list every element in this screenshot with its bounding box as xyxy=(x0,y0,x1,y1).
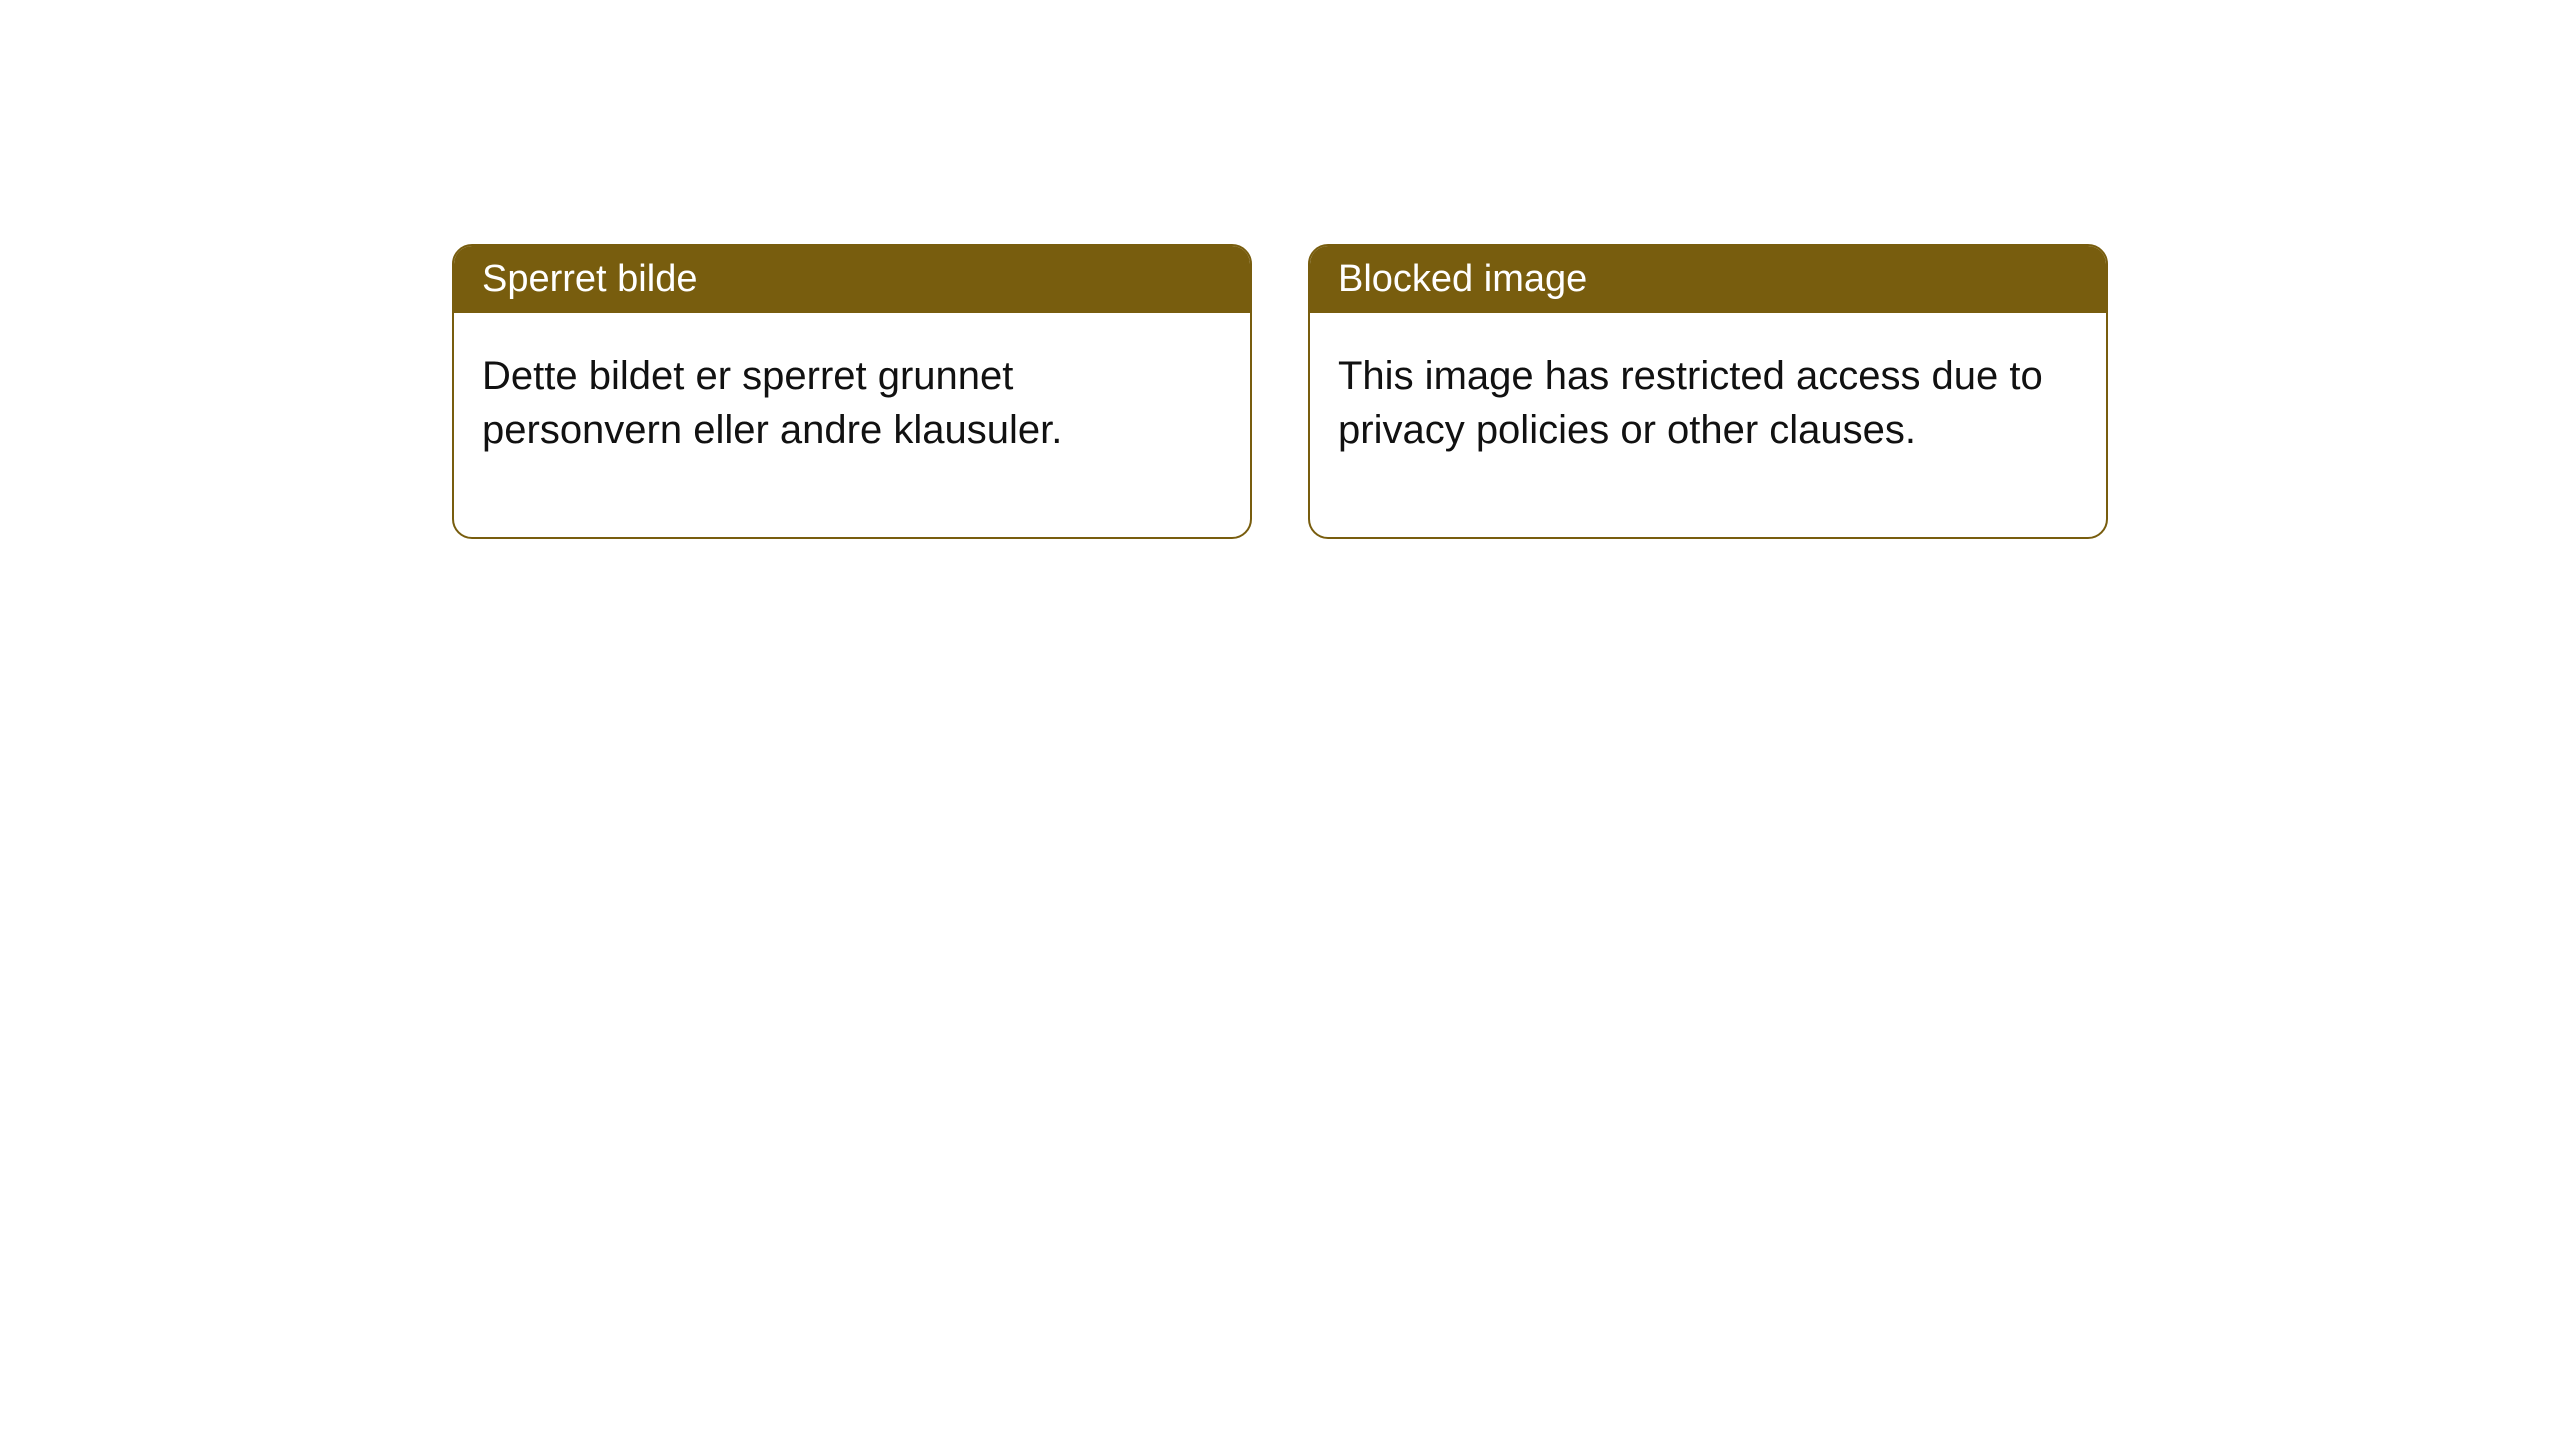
notice-card-english: Blocked image This image has restricted … xyxy=(1308,244,2108,539)
notice-card-norwegian: Sperret bilde Dette bildet er sperret gr… xyxy=(452,244,1252,539)
notice-body-english: This image has restricted access due to … xyxy=(1310,313,2106,537)
notice-header-english: Blocked image xyxy=(1310,246,2106,313)
notice-header-norwegian: Sperret bilde xyxy=(454,246,1250,313)
notice-body-norwegian: Dette bildet er sperret grunnet personve… xyxy=(454,313,1250,537)
notice-cards-container: Sperret bilde Dette bildet er sperret gr… xyxy=(452,244,2108,539)
